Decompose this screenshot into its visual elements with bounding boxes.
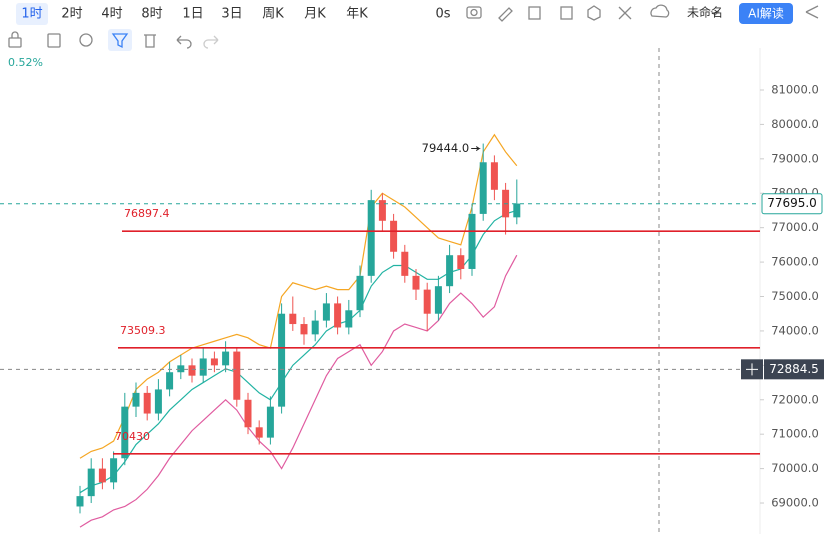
y-tick-label: 69000.0 (771, 496, 819, 510)
crosshair-price-label: 72884.5 (769, 362, 819, 376)
candle-body (468, 213, 476, 269)
candle-body (513, 203, 521, 218)
candle-body (121, 406, 129, 459)
y-tick-label: 75000.0 (771, 289, 819, 303)
candle-body (457, 255, 465, 269)
candle-body (356, 275, 364, 311)
candle-body (233, 351, 241, 400)
candle-body (390, 220, 398, 252)
last-price-label: 77695.0 (767, 196, 817, 210)
candle-body (378, 200, 386, 221)
level-label: 73509.3 (120, 324, 166, 337)
y-tick-label: 71000.0 (771, 427, 819, 441)
candle-body (210, 358, 218, 366)
candle-body (412, 275, 420, 290)
selected-interval-bg (16, 3, 48, 25)
candle-body (132, 392, 140, 407)
y-tick-label: 81000.0 (771, 82, 819, 96)
y-tick-label: 79000.0 (771, 151, 819, 165)
y-tick-label: 80000.0 (771, 117, 819, 131)
level-label: 70430 (115, 430, 150, 443)
candle-body (76, 496, 84, 507)
candle-body (401, 251, 409, 276)
last-price-tag (761, 193, 823, 215)
candle-body (479, 162, 487, 214)
ai-button[interactable]: AI解读 (748, 7, 784, 21)
interval-button[interactable]: 2时 (61, 7, 82, 22)
candle-body (166, 372, 174, 390)
candle-body (110, 458, 118, 483)
candle-body (322, 303, 330, 321)
y-tick-label: 76000.0 (771, 255, 819, 269)
high-annotation: 79444.0 (422, 141, 470, 155)
candle-body (446, 255, 454, 287)
candle-body (278, 313, 286, 407)
plus-icon (746, 363, 758, 376)
candle-body (177, 365, 185, 373)
y-tick-label: 74000.0 (771, 323, 819, 337)
candle-body (300, 324, 308, 335)
candle-body (143, 392, 151, 414)
candle-body (222, 351, 230, 366)
candle-body (345, 310, 353, 328)
interval-button[interactable]: 1日 (182, 7, 203, 22)
interval-button[interactable]: 4时 (101, 7, 122, 22)
band-line (79, 209, 517, 494)
band-line (79, 133, 518, 459)
candle-body (434, 286, 442, 314)
y-tick-label: 72000.0 (771, 392, 819, 406)
candle-body (244, 399, 252, 428)
candle-body (423, 289, 431, 314)
toolbar-icons (8, 4, 819, 51)
ai-button-bg[interactable] (739, 3, 793, 24)
candle-body (154, 389, 162, 414)
candle-body (367, 200, 375, 276)
candle-body (98, 468, 106, 483)
interval-button[interactable]: 周K (262, 7, 284, 22)
candle-body (266, 406, 274, 438)
candle-body (188, 365, 196, 376)
interval-button[interactable]: 年K (346, 7, 368, 22)
crosshair-price-tag (764, 359, 824, 380)
interval-button[interactable]: 月K (304, 7, 326, 22)
candle-body (199, 358, 207, 376)
candle-body (311, 320, 319, 335)
band-line (79, 254, 518, 528)
candle-body (289, 313, 297, 325)
y-tick-label: 77000.0 (771, 220, 819, 234)
level-label: 76897.4 (124, 207, 170, 220)
layout-name[interactable]: 未命名 (687, 5, 723, 20)
candle-body (255, 427, 263, 438)
interval-button[interactable]: 8时 (141, 7, 162, 22)
candle-body (490, 162, 498, 190)
high-arrow (471, 146, 481, 151)
y-tick-label: 70000.0 (771, 461, 819, 475)
interval-button[interactable]: 3日 (221, 7, 242, 22)
timer: 0s (435, 7, 450, 22)
change-percent: 0.52% (8, 56, 43, 69)
candle-body (334, 303, 342, 328)
interval-button[interactable]: 1时 (21, 7, 42, 22)
candle-body (87, 468, 95, 497)
